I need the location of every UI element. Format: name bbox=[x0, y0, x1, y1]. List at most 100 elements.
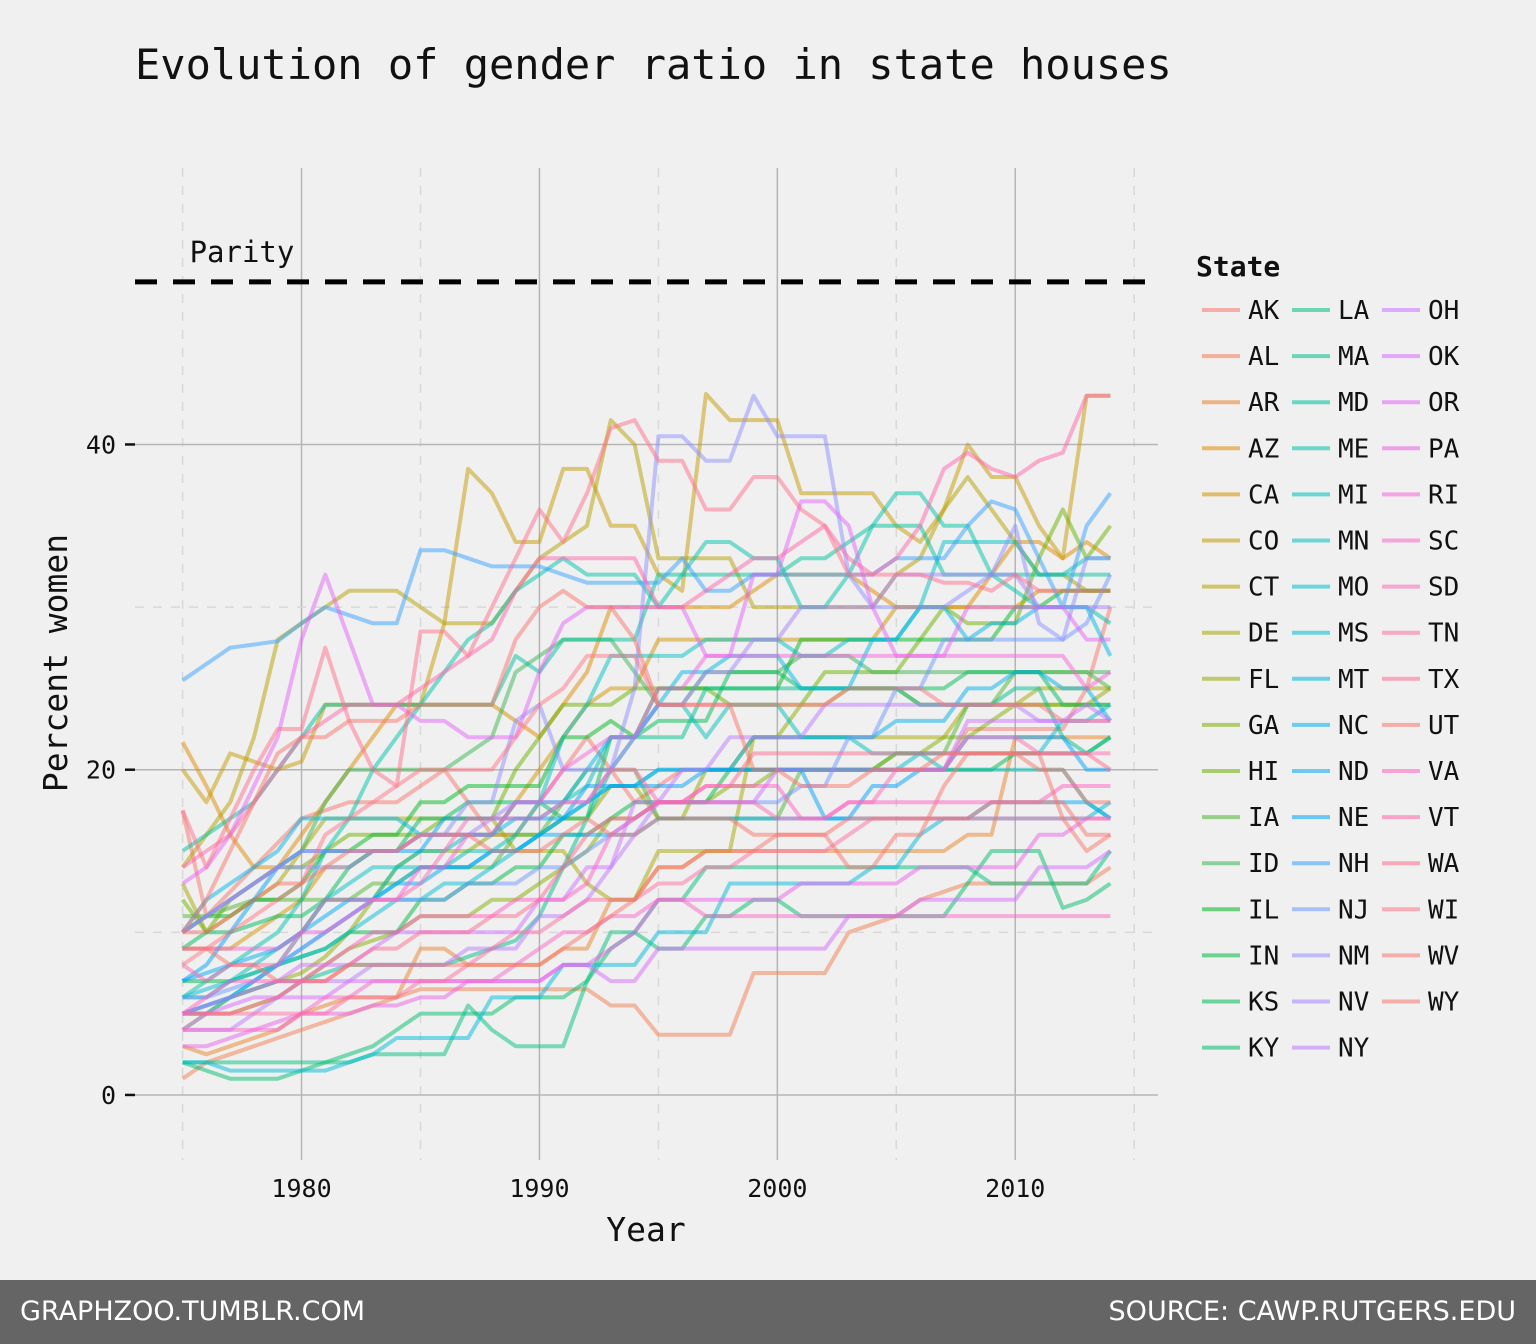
legend-item-de[interactable]: DE bbox=[1202, 619, 1279, 649]
legend-item-ak[interactable]: AK bbox=[1202, 296, 1280, 326]
legend-label: NY bbox=[1338, 1034, 1370, 1064]
x-tick-label: 2010 bbox=[985, 1174, 1045, 1203]
legend-item-sd[interactable]: SD bbox=[1382, 573, 1459, 603]
parity-label: Parity bbox=[190, 235, 295, 269]
legend-item-al[interactable]: AL bbox=[1202, 342, 1279, 372]
legend-item-az[interactable]: AZ bbox=[1202, 434, 1279, 464]
legend-label: WY bbox=[1428, 988, 1460, 1018]
legend-label: MS bbox=[1338, 619, 1369, 649]
legend-item-nc[interactable]: NC bbox=[1292, 711, 1369, 741]
series-line-ks bbox=[181, 670, 1111, 951]
legend-label: CA bbox=[1248, 480, 1280, 510]
series-line-al bbox=[181, 865, 1112, 1081]
legend-label: AR bbox=[1248, 388, 1280, 418]
legend-item-id[interactable]: ID bbox=[1202, 849, 1279, 879]
legend-item-ar[interactable]: AR bbox=[1202, 388, 1280, 418]
legend-label: OR bbox=[1428, 388, 1460, 418]
series-line-nm bbox=[181, 393, 1111, 934]
legend-label: NC bbox=[1338, 711, 1369, 741]
legend-item-or[interactable]: OR bbox=[1382, 388, 1460, 418]
legend-label: HI bbox=[1248, 757, 1279, 787]
legend-label: MO bbox=[1338, 573, 1369, 603]
legend-label: NV bbox=[1338, 988, 1369, 1018]
legend-item-mi[interactable]: MI bbox=[1292, 480, 1369, 510]
x-tick-label: 1980 bbox=[271, 1174, 331, 1203]
legend-label: TN bbox=[1428, 619, 1459, 649]
chart-title: Evolution of gender ratio in state house… bbox=[135, 40, 1172, 89]
legend-item-wv[interactable]: WV bbox=[1382, 941, 1459, 971]
legend-item-tx[interactable]: TX bbox=[1382, 665, 1460, 695]
legend-label: WV bbox=[1428, 941, 1459, 971]
legend-item-il[interactable]: IL bbox=[1202, 895, 1279, 925]
legend-item-fl[interactable]: FL bbox=[1202, 665, 1279, 695]
legend-item-va[interactable]: VA bbox=[1382, 757, 1460, 787]
legend-label: MN bbox=[1338, 527, 1369, 557]
series-line-me bbox=[181, 491, 1112, 1000]
legend-item-ne[interactable]: NE bbox=[1292, 803, 1369, 833]
legend-item-ny[interactable]: NY bbox=[1292, 1034, 1370, 1064]
legend-item-ga[interactable]: GA bbox=[1202, 711, 1280, 741]
series-line-nv bbox=[181, 572, 1111, 934]
legend-label: TX bbox=[1428, 665, 1460, 695]
y-axis-label: Percent women bbox=[36, 534, 75, 792]
legend-item-nm[interactable]: NM bbox=[1292, 941, 1369, 971]
parity-reference: Parity bbox=[135, 235, 1158, 285]
legend-item-nv[interactable]: NV bbox=[1292, 988, 1369, 1018]
legend-item-sc[interactable]: SC bbox=[1382, 527, 1459, 557]
legend-item-ok[interactable]: OK bbox=[1382, 342, 1460, 372]
series-layer bbox=[180, 392, 1113, 1081]
legend-item-mn[interactable]: MN bbox=[1292, 527, 1369, 557]
legend-item-ca[interactable]: CA bbox=[1202, 480, 1280, 510]
legend-item-md[interactable]: MD bbox=[1292, 388, 1369, 418]
legend-label: OK bbox=[1428, 342, 1460, 372]
x-tick-label: 1990 bbox=[509, 1174, 569, 1203]
legend-label: IA bbox=[1248, 803, 1280, 833]
legend-item-nh[interactable]: NH bbox=[1292, 849, 1369, 879]
y-tick-label: 40 bbox=[86, 430, 116, 459]
legend-item-wy[interactable]: WY bbox=[1382, 988, 1460, 1018]
legend-item-mt[interactable]: MT bbox=[1292, 665, 1370, 695]
legend-item-ut[interactable]: UT bbox=[1382, 711, 1460, 741]
legend-label: UT bbox=[1428, 711, 1460, 741]
series-line-pa bbox=[182, 816, 1111, 1049]
legend-label: ID bbox=[1248, 849, 1279, 879]
legend-label: VA bbox=[1428, 757, 1460, 787]
series-line-wa bbox=[180, 418, 1111, 870]
legend-label: FL bbox=[1248, 665, 1279, 695]
series-line-ok bbox=[182, 849, 1112, 1016]
legend-label: WA bbox=[1428, 849, 1460, 879]
legend-label: PA bbox=[1428, 434, 1460, 464]
legend-item-ky[interactable]: KY bbox=[1202, 1034, 1280, 1064]
line-chart: Parity 1980 1990 2000 2010 0 20 40 Year Percen… bbox=[36, 168, 1460, 1249]
legend-item-nj[interactable]: NJ bbox=[1292, 895, 1369, 925]
legend-label: ME bbox=[1338, 434, 1369, 464]
legend-item-wa[interactable]: WA bbox=[1382, 849, 1460, 879]
series-line-wv bbox=[182, 800, 1111, 935]
series-line-vt bbox=[181, 393, 1111, 869]
series-line-wi bbox=[181, 653, 1111, 967]
legend-item-me[interactable]: ME bbox=[1292, 434, 1369, 464]
legend-item-la[interactable]: LA bbox=[1292, 296, 1370, 326]
legend-item-nd[interactable]: ND bbox=[1292, 757, 1369, 787]
series-line-wy bbox=[180, 588, 1112, 934]
legend-item-wi[interactable]: WI bbox=[1382, 895, 1459, 925]
legend-item-vt[interactable]: VT bbox=[1382, 803, 1460, 833]
legend-label: AZ bbox=[1248, 434, 1279, 464]
legend-item-ia[interactable]: IA bbox=[1202, 803, 1280, 833]
legend-item-ct[interactable]: CT bbox=[1202, 573, 1280, 603]
legend-item-ri[interactable]: RI bbox=[1382, 480, 1459, 510]
legend-item-oh[interactable]: OH bbox=[1382, 296, 1459, 326]
legend-item-tn[interactable]: TN bbox=[1382, 619, 1459, 649]
legend-item-mo[interactable]: MO bbox=[1292, 573, 1369, 603]
legend-item-co[interactable]: CO bbox=[1202, 527, 1279, 557]
legend-item-in[interactable]: IN bbox=[1202, 941, 1279, 971]
legend-item-ma[interactable]: MA bbox=[1292, 342, 1370, 372]
legend-item-ks[interactable]: KS bbox=[1202, 988, 1279, 1018]
legend-label: KY bbox=[1248, 1034, 1280, 1064]
legend-item-ms[interactable]: MS bbox=[1292, 619, 1369, 649]
legend-item-hi[interactable]: HI bbox=[1202, 757, 1279, 787]
legend-label: CT bbox=[1248, 573, 1280, 603]
legend-item-pa[interactable]: PA bbox=[1382, 434, 1460, 464]
footer-site-link[interactable]: GRAPHZOO.TUMBLR.COM bbox=[20, 1296, 366, 1327]
